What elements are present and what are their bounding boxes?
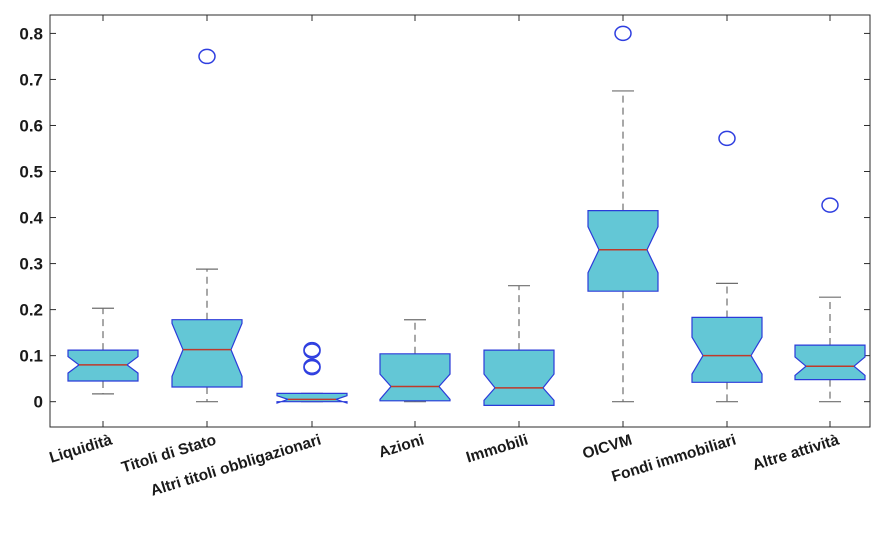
notched-box [483, 349, 555, 406]
outlier-point [821, 197, 839, 213]
plot-area-frame [49, 14, 871, 428]
y-tick-label: 0 [34, 393, 43, 412]
x-tick-label: OICVM [581, 432, 635, 463]
outlier-point [718, 130, 736, 147]
y-tick-label: 0.2 [19, 301, 43, 320]
box-2 [171, 48, 243, 403]
notched-box [379, 353, 451, 402]
notched-box [691, 316, 763, 383]
box-8 [794, 197, 866, 403]
box-3 [276, 341, 348, 404]
box-7 [691, 130, 763, 403]
box-1 [67, 307, 139, 395]
x-tick-label: Azioni [377, 432, 426, 462]
box-6 [587, 25, 659, 403]
y-tick-label: 0.4 [19, 209, 43, 228]
x-tick-label: Altre attività [751, 431, 842, 474]
outlier-point [303, 341, 321, 358]
notched-box [587, 210, 659, 292]
y-tick-label: 0.3 [19, 255, 43, 274]
x-tick-label: Liquidità [47, 431, 114, 466]
box-4 [379, 319, 451, 403]
y-tick-label: 0.6 [19, 116, 43, 135]
outlier-point [198, 48, 216, 65]
box-5 [483, 285, 555, 406]
notched-box [794, 344, 866, 381]
outlier-point [303, 358, 321, 374]
y-tick-label: 0.7 [19, 70, 43, 89]
y-axis: 0 0.1 0.2 0.3 0.4 0.5 0.6 0.7 0.8 [19, 15, 870, 427]
y-tick-label: 0.5 [19, 163, 43, 182]
notched-box [171, 319, 243, 388]
outlier-point [614, 25, 632, 42]
y-tick-label: 0.1 [19, 347, 43, 366]
x-tick-label: Altri titoli obbligazionari [149, 432, 324, 500]
notched-box [276, 392, 348, 404]
y-tick-label: 0.8 [19, 24, 43, 43]
box-series [67, 25, 866, 406]
x-tick-label: Immobili [464, 432, 530, 467]
